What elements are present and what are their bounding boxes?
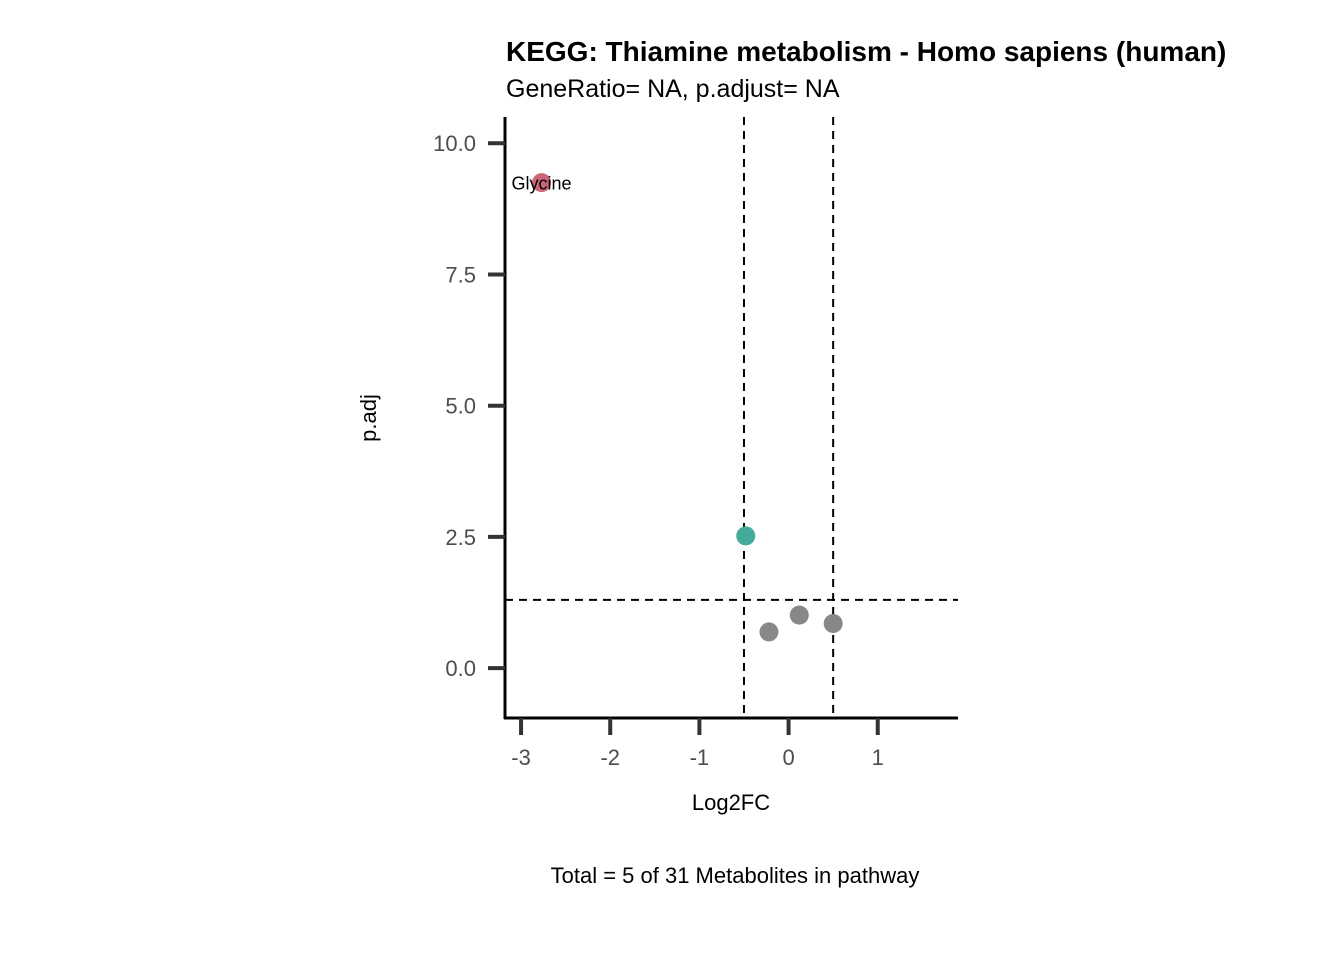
x-tick-label: 0	[782, 745, 794, 770]
x-tick-label: -1	[690, 745, 710, 770]
x-tick-label: -3	[511, 745, 531, 770]
y-axis-title: p.adj	[356, 394, 381, 442]
chart-caption: Total = 5 of 31 Metabolites in pathway	[551, 863, 920, 888]
data-points	[532, 173, 843, 642]
y-axis-ticks: 0.0 2.5 5.0 7.5 10.0	[433, 131, 505, 681]
y-tick-label: 0.0	[445, 656, 476, 681]
reference-lines	[505, 117, 958, 718]
x-tick-label: 1	[872, 745, 884, 770]
y-tick-label: 5.0	[445, 394, 476, 419]
y-tick-label: 7.5	[445, 262, 476, 287]
data-point	[789, 605, 809, 625]
y-tick-label: 10.0	[433, 131, 476, 156]
point-labels: Glycine	[512, 174, 572, 194]
data-point	[759, 622, 779, 642]
x-axis-ticks: -3 -2 -1 0 1	[511, 718, 884, 770]
x-axis-title: Log2FC	[692, 790, 770, 815]
point-label: Glycine	[512, 174, 572, 194]
y-tick-label: 2.5	[445, 525, 476, 550]
data-point	[532, 173, 552, 193]
chart-subtitle: GeneRatio= NA, p.adjust= NA	[506, 75, 840, 103]
data-point	[736, 526, 756, 546]
chart-title: KEGG: Thiamine metabolism - Homo sapiens…	[506, 36, 1226, 67]
x-tick-label: -2	[600, 745, 620, 770]
data-point	[823, 614, 843, 634]
